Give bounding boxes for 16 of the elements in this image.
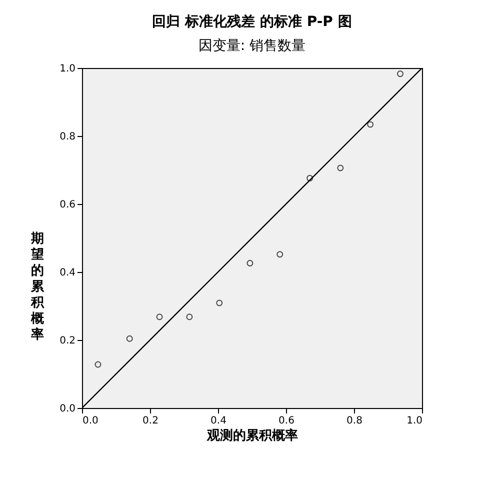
- x-tick-label: 0.0: [82, 416, 98, 426]
- y-tick-label: 0.6: [60, 200, 76, 210]
- x-tick-label: 0.8: [346, 416, 362, 426]
- y-tick-label: 0.0: [60, 404, 76, 414]
- y-axis-title: 期望的累积概率: [30, 232, 45, 342]
- x-axis-title: 观测的累积概率: [206, 428, 298, 444]
- x-tick-label: 0.4: [210, 416, 226, 426]
- chart-subtitle: 因变量: 销售数量: [198, 38, 306, 54]
- x-tick-label: 0.2: [142, 416, 158, 426]
- y-tick-label: 0.2: [60, 336, 76, 346]
- chart-title: 回归 标准化残差 的标准 P-P 图: [152, 14, 352, 30]
- x-tick-label: 1.0: [406, 416, 422, 426]
- y-tick-label: 0.4: [60, 268, 76, 278]
- y-tick-label: 1.0: [60, 64, 76, 74]
- y-tick-label: 0.8: [60, 132, 76, 142]
- x-tick-label: 0.6: [278, 416, 294, 426]
